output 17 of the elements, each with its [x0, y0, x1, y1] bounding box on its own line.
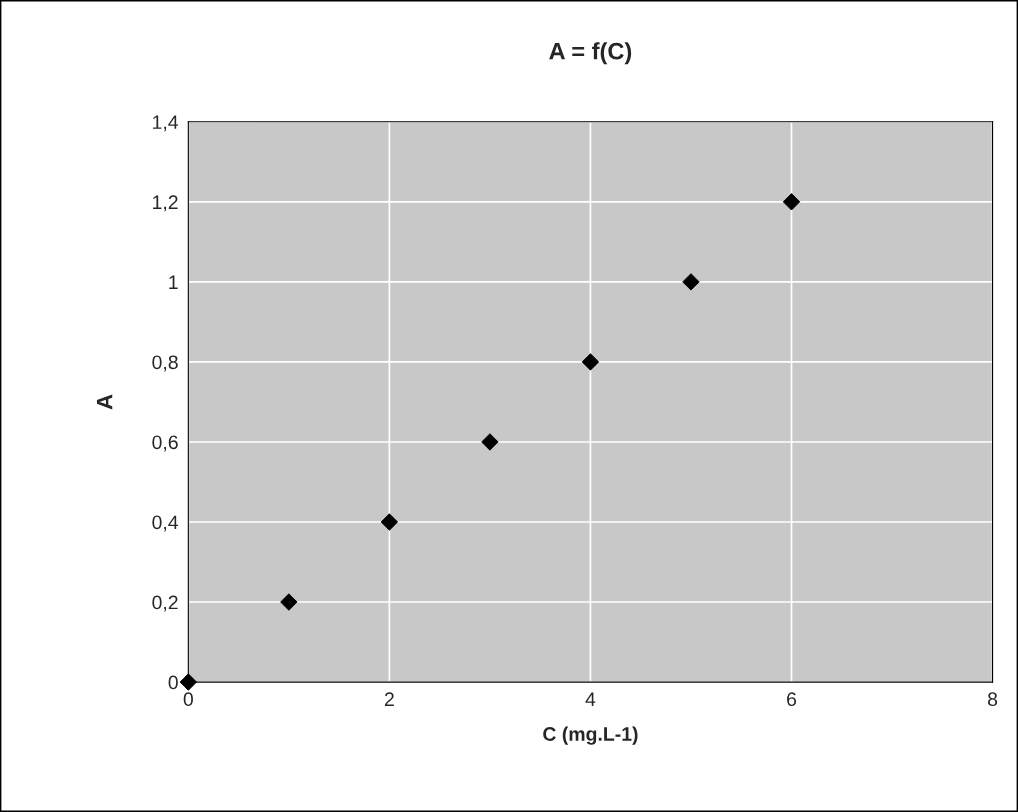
- y-axis-title: A: [96, 394, 113, 410]
- x-tick-label: 4: [585, 692, 596, 706]
- y-tick-label: 1,4: [153, 115, 179, 132]
- y-tick-label: 0: [168, 675, 178, 690]
- y-tick-label: 0,4: [152, 515, 179, 532]
- y-tick-label: 1: [169, 275, 178, 289]
- x-tick-label: 0: [183, 692, 193, 707]
- y-tick-label: 1,2: [153, 195, 178, 212]
- x-tick-label: 8: [987, 692, 998, 707]
- y-tick-label: 0,2: [152, 595, 178, 612]
- x-tick-label: 6: [787, 692, 797, 707]
- point: [280, 593, 298, 611]
- y-tick-label: 0,8: [152, 355, 178, 372]
- x-axis-title: C (mg.L-1): [543, 726, 638, 745]
- chart-title: A = f(C): [549, 42, 632, 65]
- x-tick-label: 2: [384, 692, 394, 706]
- y-tick-label: 0,6: [152, 435, 178, 452]
